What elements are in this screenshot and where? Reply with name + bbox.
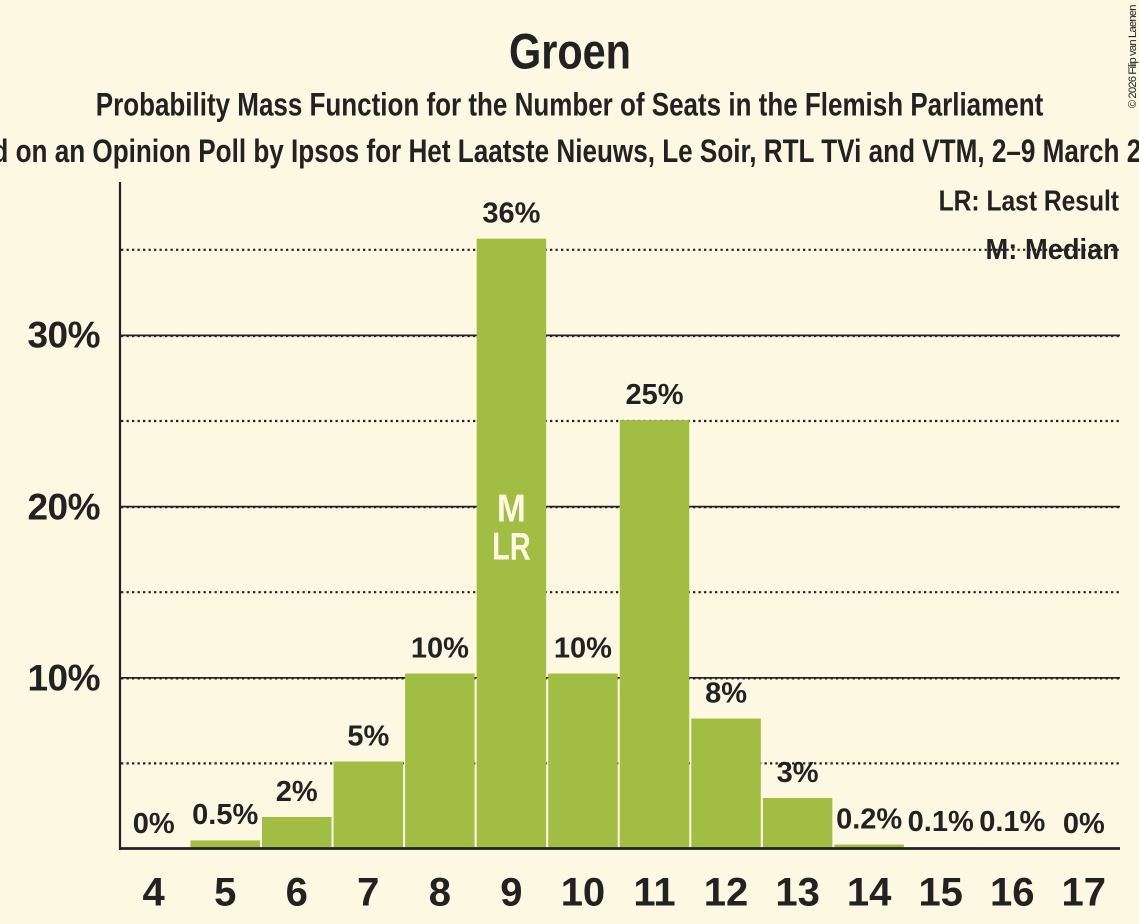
svg-text:25%: 25% (625, 379, 683, 411)
svg-text:6: 6 (286, 870, 308, 914)
svg-text:M: Median: M: Median (986, 233, 1119, 265)
svg-text:10%: 10% (554, 632, 612, 664)
svg-text:0.1%: 0.1% (908, 806, 974, 838)
svg-text:© 2026 Filip van Laenen: © 2026 Filip van Laenen (1127, 5, 1139, 109)
svg-text:4: 4 (143, 870, 166, 914)
svg-text:8: 8 (429, 870, 451, 914)
svg-text:7: 7 (357, 870, 379, 914)
svg-text:8%: 8% (705, 677, 747, 709)
svg-text:Probability Mass Function for: Probability Mass Function for the Number… (96, 88, 1044, 123)
svg-text:3%: 3% (777, 757, 819, 789)
svg-text:11: 11 (633, 870, 675, 914)
svg-text:36%: 36% (482, 197, 540, 229)
svg-text:12: 12 (704, 870, 749, 914)
svg-text:0.2%: 0.2% (836, 803, 902, 835)
svg-text:5: 5 (214, 870, 236, 914)
svg-text:5%: 5% (347, 720, 389, 752)
svg-text:13: 13 (775, 870, 820, 914)
svg-text:15: 15 (918, 870, 963, 914)
svg-text:Groen: Groen (509, 23, 631, 80)
svg-text:16: 16 (990, 870, 1035, 914)
svg-text:0%: 0% (1063, 808, 1105, 840)
svg-text:0.5%: 0.5% (192, 799, 258, 831)
svg-text:Based on an Opinion Poll by Ip: Based on an Opinion Poll by Ipsos for He… (0, 135, 1139, 170)
svg-text:10: 10 (561, 870, 606, 914)
svg-text:17: 17 (1062, 870, 1107, 914)
svg-text:LR: Last Result: LR: Last Result (939, 185, 1119, 217)
svg-text:LR: LR (492, 525, 531, 568)
svg-text:10%: 10% (27, 658, 100, 699)
svg-text:0%: 0% (133, 808, 175, 840)
svg-text:9: 9 (500, 870, 522, 914)
svg-text:0.1%: 0.1% (979, 806, 1045, 838)
svg-text:10%: 10% (411, 632, 469, 664)
svg-text:M: M (497, 486, 526, 529)
svg-text:2%: 2% (276, 776, 318, 808)
svg-text:30%: 30% (27, 315, 100, 356)
svg-text:14: 14 (847, 870, 892, 914)
svg-text:20%: 20% (27, 486, 100, 527)
